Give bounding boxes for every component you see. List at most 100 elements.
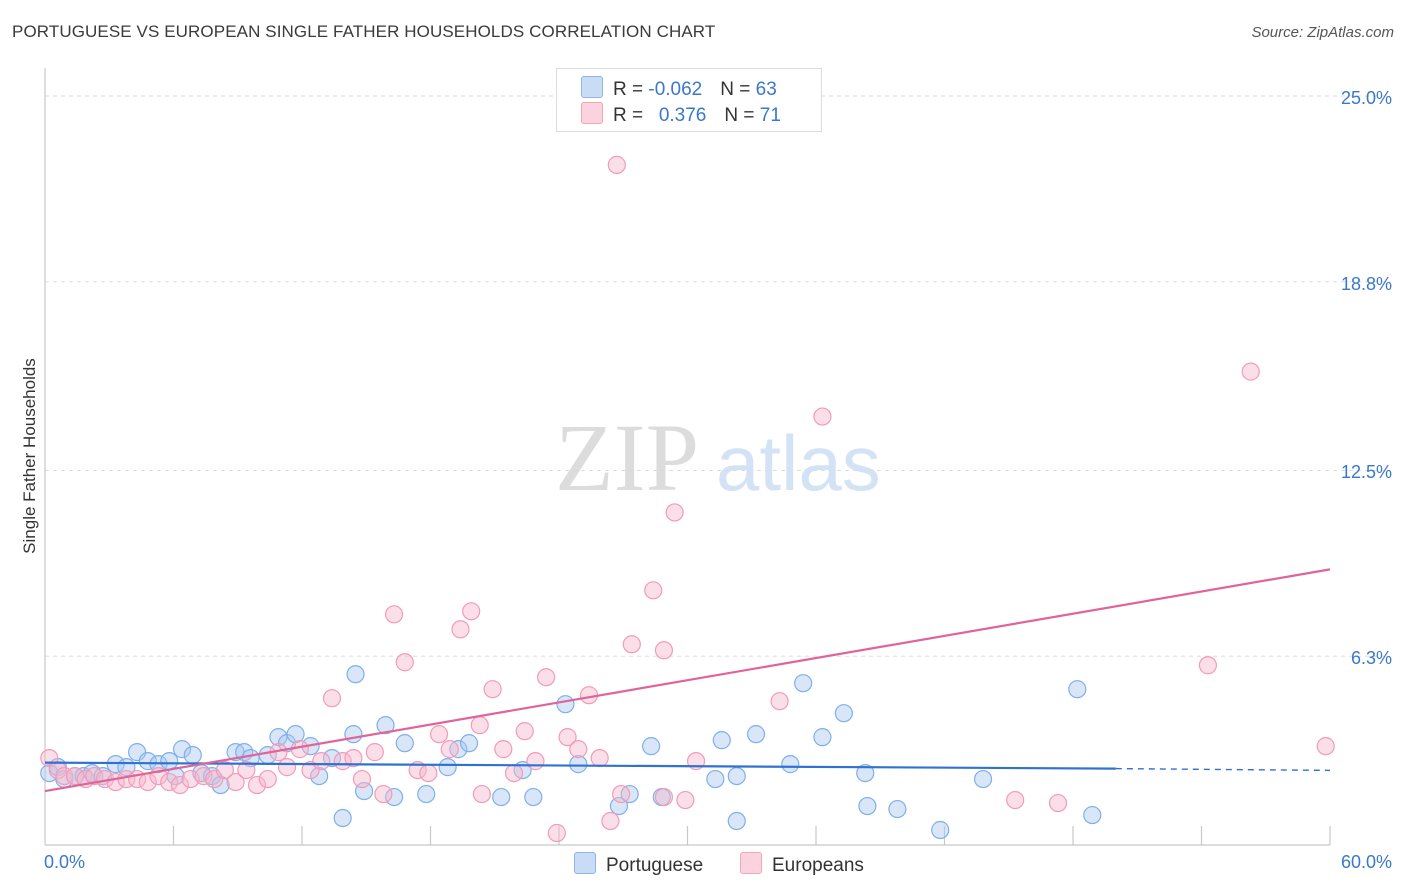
y-tick-label: 25.0%	[1340, 87, 1392, 108]
portuguese-point	[641, 737, 661, 756]
legend-row-portuguese: R = -0.062 N = 63	[581, 76, 777, 102]
legend-label: Europeans	[772, 855, 864, 876]
r-label: R =	[613, 79, 649, 100]
portuguese-point	[417, 784, 436, 804]
europeans-point	[472, 784, 491, 804]
portuguese-point	[727, 811, 746, 831]
europeans-point	[85, 766, 104, 786]
x-tick-label-max: 60.0%	[1340, 852, 1392, 872]
europeans-point	[395, 653, 414, 672]
europeans-point	[654, 641, 674, 660]
europeans-point	[408, 760, 427, 780]
portuguese-trend-line	[44, 761, 1116, 770]
europeans-swatch	[581, 102, 603, 124]
portuguese-point	[376, 716, 395, 735]
portuguese-point	[1083, 805, 1102, 825]
portuguese-point	[384, 787, 404, 807]
europeans-point	[676, 790, 695, 810]
portuguese-point	[346, 665, 365, 684]
europeans-point	[601, 811, 620, 831]
europeans-point	[813, 407, 832, 426]
portuguese-point	[1068, 680, 1087, 699]
watermark: ZIP atlas	[555, 404, 881, 511]
portuguese-point	[524, 787, 543, 807]
portuguese-point	[492, 787, 511, 807]
europeans-point	[1241, 362, 1260, 381]
europeans-point	[537, 668, 556, 687]
portuguese-point	[781, 755, 800, 774]
portuguese-point	[344, 725, 363, 744]
portuguese-point	[712, 731, 731, 750]
europeans-point	[384, 605, 404, 624]
r-label: R =	[613, 105, 649, 126]
n-value: 63	[755, 79, 777, 100]
portuguese-point	[395, 734, 414, 753]
europeans-point	[258, 769, 277, 789]
y-tick-label: 6.3%	[1350, 648, 1392, 669]
europeans-point	[1316, 737, 1335, 756]
europeans-point	[419, 763, 438, 783]
europeans-point	[194, 766, 213, 786]
legend-item-europeans[interactable]: Europeans	[740, 852, 864, 877]
europeans-point	[65, 766, 85, 786]
europeans-point	[215, 760, 234, 780]
europeans-point	[607, 155, 626, 174]
axes	[44, 68, 1331, 846]
europeans-point	[622, 635, 641, 654]
europeans-point	[483, 680, 502, 699]
europeans-point	[237, 760, 256, 780]
source-credit: Source: ZipAtlas.com	[1251, 24, 1394, 41]
portuguese-point	[794, 674, 813, 693]
europeans-point	[344, 749, 363, 768]
portuguese-trend-extension	[1115, 767, 1331, 772]
portuguese-point	[834, 704, 853, 723]
europeans-point	[665, 503, 684, 522]
r-value: -0.062	[648, 79, 703, 100]
europeans-point	[547, 823, 566, 843]
europeans-point	[440, 740, 459, 759]
watermark-atlas: atlas	[716, 419, 881, 507]
europeans-point	[569, 740, 588, 759]
europeans-point	[590, 749, 609, 768]
portuguese-swatch	[581, 76, 603, 98]
chart-title: PORTUGUESE VS EUROPEAN SINGLE FATHER HOU…	[12, 22, 716, 41]
legend-item-portuguese[interactable]: Portuguese	[574, 852, 703, 877]
n-label: N =	[720, 79, 756, 100]
europeans-point	[462, 602, 481, 621]
y-axis-label: Single Father Households	[20, 358, 39, 554]
portuguese-point	[858, 796, 877, 816]
europeans-point	[226, 772, 245, 792]
portuguese-point	[856, 763, 875, 783]
correlation-legend: R = -0.062 N = 63 R = 0.376 N = 71	[556, 68, 822, 132]
portuguese-point	[322, 749, 342, 768]
europeans-point	[654, 787, 674, 807]
europeans-point	[1048, 793, 1068, 813]
portuguese-point	[727, 766, 746, 786]
portuguese-point	[973, 769, 993, 789]
portuguese-point	[931, 820, 950, 840]
europeans-point	[312, 752, 331, 771]
grid-lines	[45, 95, 1390, 657]
n-label: N =	[724, 105, 760, 126]
portuguese-point	[333, 808, 352, 828]
legend-row-europeans: R = 0.376 N = 71	[581, 102, 781, 128]
europeans-point	[55, 766, 74, 786]
europeans-point	[352, 769, 372, 789]
portuguese-point	[138, 752, 157, 771]
europeans-point	[612, 784, 631, 804]
portuguese-point	[286, 725, 305, 744]
europeans-point	[451, 620, 470, 639]
x-tick-label-min: 0.0%	[44, 852, 86, 872]
portuguese-swatch	[574, 852, 596, 874]
europeans-point	[1198, 656, 1218, 675]
watermark-zip: ZIP	[555, 404, 699, 511]
portuguese-point	[888, 799, 907, 819]
europeans-trend-line	[44, 568, 1331, 793]
portuguese-point	[813, 728, 832, 747]
europeans-point	[277, 758, 297, 777]
portuguese-point	[706, 769, 725, 789]
europeans-point	[558, 728, 577, 747]
portuguese-point	[459, 734, 479, 753]
europeans-point	[374, 784, 393, 804]
